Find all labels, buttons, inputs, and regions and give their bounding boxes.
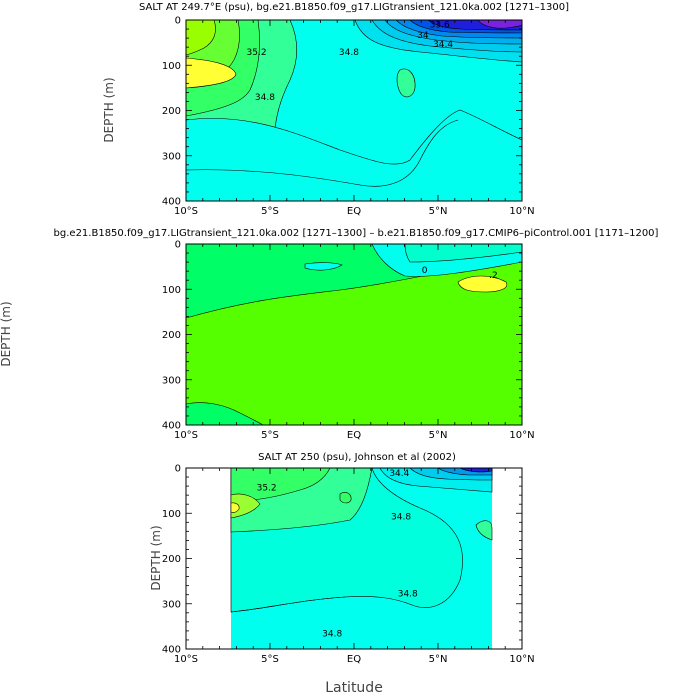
y-tick-label: 300 — [162, 599, 181, 610]
panel-1-eddy — [396, 68, 416, 98]
x-tick-label: EQ — [347, 430, 361, 441]
x-tick-label: 10°S — [174, 430, 198, 441]
panel-2-positive-patch — [457, 275, 508, 293]
y-tick-label: 100 — [162, 285, 181, 296]
panel-1-ylabel: DEPTH (m) — [102, 77, 116, 142]
contour-label: 34.8 — [255, 93, 275, 103]
panel-1: SALT AT 249.7°E (psu), bg.e21.B1850.f09_… — [102, 2, 569, 217]
panel-3-eddy — [339, 492, 352, 504]
x-tick-label: 10°N — [509, 430, 534, 441]
y-tick-label: 100 — [162, 61, 181, 72]
contour-label: 35.2 — [247, 48, 267, 58]
panel-3: SALT AT 250 (psu), Johnson et al (2002) … — [149, 452, 535, 665]
x-tick-label: EQ — [347, 206, 361, 217]
panel-1-contour-34.6 — [186, 109, 522, 201]
panel-2-neg-patch — [304, 262, 343, 271]
panel-2-field — [186, 244, 522, 425]
y-tick-label: 300 — [162, 151, 181, 162]
panel-3-axes: 10°S 5°S EQ 5°N 10°N 0 100 200 300 400 — [162, 464, 535, 666]
x-tick-label: 5°S — [261, 206, 279, 217]
x-tick-label: 5°S — [261, 430, 279, 441]
panel-3-contour-labels: 35.2 34.4 34.8 34.8 34.8 — [257, 469, 418, 640]
x-tick-label: 5°S — [261, 654, 279, 665]
contour-label: 0 — [422, 266, 428, 276]
x-tick-label: 10°S — [174, 206, 198, 217]
panel-2-contour-labels: 0.2 — [422, 266, 498, 281]
contour-label: 34.4 — [389, 469, 409, 479]
figure-xlabel: Latitude — [325, 680, 383, 696]
y-tick-label: 400 — [162, 645, 181, 656]
panel-3-contour-34.8-deep — [230, 596, 346, 613]
y-tick-label: 0 — [175, 16, 181, 27]
panel-3-min-salinity — [459, 468, 493, 473]
panel-1-contour-35.4 — [186, 20, 216, 56]
panel-1-axes: 10°S 5°S EQ 5°N 10°N 0 100 200 300 400 — [162, 16, 535, 218]
x-tick-label: 5°N — [429, 654, 448, 665]
panel-3-max-salinity — [230, 502, 240, 513]
panel-1-title: SALT AT 249.7°E (psu), bg.e21.B1850.f09_… — [139, 2, 569, 13]
contour-label: 34.8 — [322, 629, 342, 639]
contour-label: 35.2 — [257, 483, 277, 493]
contour-label: .2 — [489, 271, 498, 281]
x-tick-label: 10°N — [509, 654, 534, 665]
contour-label: 33.6 — [430, 20, 450, 30]
panel-2-title: bg.e21.B1850.f09_g17.LIGtransient_121.0k… — [54, 228, 659, 239]
panel-1-field — [186, 20, 522, 201]
x-tick-label: 5°N — [429, 206, 448, 217]
panel-2-deep-patch — [186, 402, 264, 425]
y-tick-label: 100 — [162, 509, 181, 520]
y-tick-label: 200 — [162, 330, 181, 341]
y-tick-label: 0 — [175, 464, 181, 475]
x-tick-label: EQ — [347, 654, 361, 665]
contour-label: 34.8 — [391, 513, 411, 523]
panel-2-contour-neg — [404, 244, 522, 263]
y-tick-label: 400 — [162, 421, 181, 432]
panel-1-min-salinity — [477, 20, 522, 29]
contour-label: 34.8 — [339, 48, 359, 58]
x-tick-label: 5°N — [429, 430, 448, 441]
panel-3-east-patch — [475, 520, 493, 541]
y-tick-label: 300 — [162, 375, 181, 386]
panel-3-field — [186, 468, 522, 649]
y-tick-label: 200 — [162, 554, 181, 565]
panel-2-ylabel: DEPTH (m) — [0, 301, 13, 366]
x-tick-label: 10°S — [174, 654, 198, 665]
panel-2-axes: 10°S 5°S EQ 5°N 10°N 0 100 200 300 400 — [162, 240, 535, 442]
panel-1-contour-34.7 — [186, 119, 459, 187]
contour-label: 34.4 — [433, 40, 453, 50]
contour-label: 34.8 — [398, 590, 418, 600]
contour-label: 34 — [417, 31, 429, 41]
panel-3-title: SALT AT 250 (psu), Johnson et al (2002) — [258, 452, 456, 463]
panel-3-contour-35.4 — [230, 493, 261, 519]
panel-2: bg.e21.B1850.f09_g17.LIGtransient_121.0k… — [0, 228, 659, 441]
y-tick-label: 200 — [162, 106, 181, 117]
x-tick-label: 10°N — [509, 206, 534, 217]
panel-3-ylabel: DEPTH (m) — [149, 525, 163, 590]
y-tick-label: 0 — [175, 240, 181, 251]
y-tick-label: 400 — [162, 197, 181, 208]
panel-1-max-salinity — [186, 57, 237, 89]
